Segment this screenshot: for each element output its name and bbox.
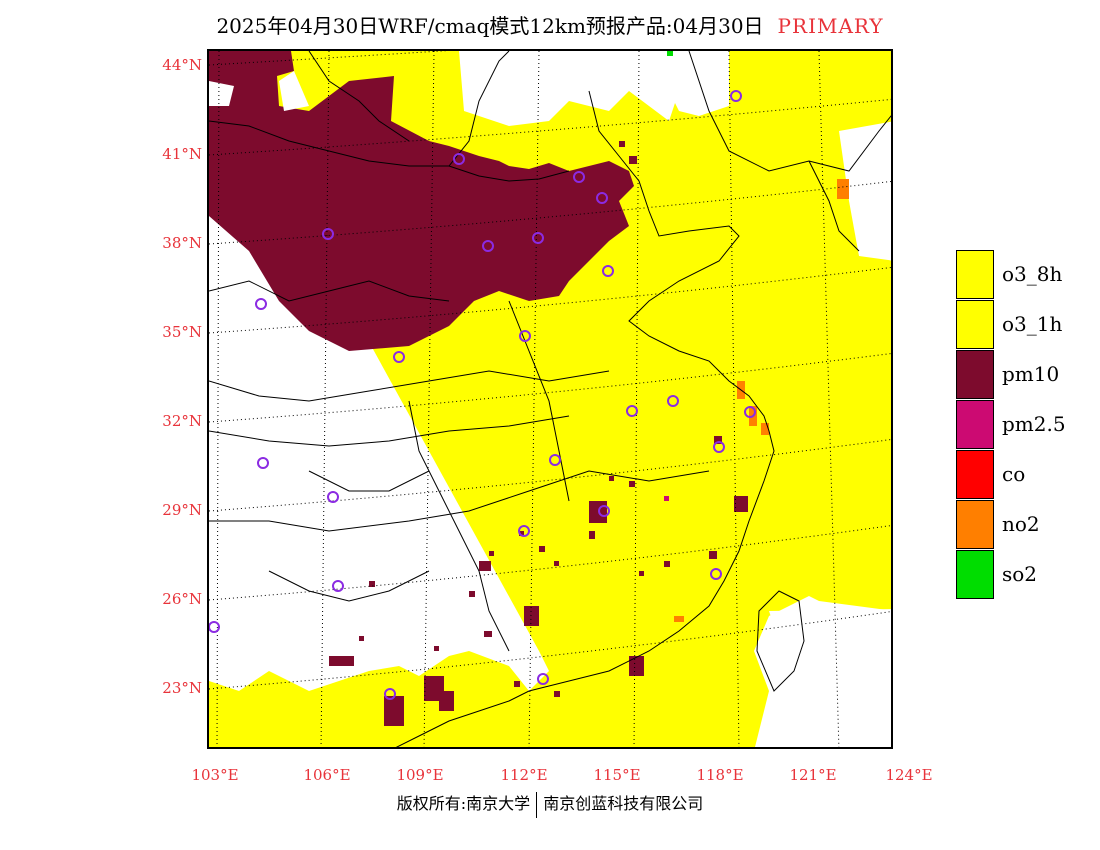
map-canvas: [209, 51, 891, 747]
no-data-patch: [839, 121, 891, 261]
legend-swatch: [956, 349, 994, 399]
lon-label-118: 118°E: [696, 766, 744, 784]
title-tag: PRIMARY: [777, 14, 884, 38]
legend-swatch: [956, 549, 994, 599]
map-title: 2025年04月30日WRF/cmaq模式12km预报产品:04月30日 PRIM…: [0, 10, 1100, 39]
legend-swatch: [956, 399, 994, 449]
legend-swatch: [956, 249, 994, 299]
lon-label-112: 112°E: [500, 766, 548, 784]
legend-label: o3_1h: [1002, 312, 1063, 336]
legend-item-pm25: pm2.5: [956, 399, 1066, 449]
no-data-patch: [769, 609, 891, 747]
credit-divider: [536, 791, 538, 818]
so2-patch: [667, 51, 673, 56]
lat-label-29: 29°N: [162, 501, 202, 519]
no-data-patch: [649, 51, 729, 116]
credit-left: 版权所有:南京大学: [396, 794, 531, 813]
pm10-patches: [329, 141, 748, 726]
pollutant-map: [207, 49, 893, 749]
station-markers: [209, 90, 756, 700]
legend-swatch: [956, 449, 994, 499]
legend-label: pm10: [1002, 362, 1060, 386]
lon-label-109: 109°E: [396, 766, 444, 784]
legend-label: pm2.5: [1002, 412, 1066, 436]
legend-swatch: [956, 499, 994, 549]
legend-item-o3-1h: o3_1h: [956, 299, 1066, 349]
graticule: [209, 51, 891, 747]
legend-label: co: [1002, 462, 1026, 486]
lon-label-121: 121°E: [789, 766, 837, 784]
legend-swatch: [956, 299, 994, 349]
lat-label-26: 26°N: [162, 590, 202, 608]
lat-label-23: 23°N: [162, 679, 202, 697]
legend-label: so2: [1002, 562, 1038, 586]
lon-label-124: 124°E: [885, 766, 933, 784]
lat-label-44: 44°N: [162, 56, 202, 74]
legend-label: o3_8h: [1002, 262, 1063, 286]
title-main: 2025年04月30日WRF/cmaq模式12km预报产品:04月30日: [216, 14, 764, 38]
lon-label-103: 103°E: [191, 766, 239, 784]
legend-item-no2: no2: [956, 499, 1066, 549]
lat-label-38: 38°N: [162, 234, 202, 252]
lat-label-35: 35°N: [162, 323, 202, 341]
credit-right: 南京创蓝科技有限公司: [543, 794, 704, 813]
legend-item-so2: so2: [956, 549, 1066, 599]
copyright-credit: 版权所有:南京大学 南京创蓝科技有限公司: [0, 790, 1100, 818]
legend-item-pm10: pm10: [956, 349, 1066, 399]
no-data-patch: [209, 81, 234, 106]
legend-item-o3-8h: o3_8h: [956, 249, 1066, 299]
legend-label: no2: [1002, 512, 1040, 536]
lon-label-115: 115°E: [593, 766, 641, 784]
no-data-patch: [279, 71, 309, 111]
lat-label-32: 32°N: [162, 412, 202, 430]
lat-label-41: 41°N: [162, 145, 202, 163]
legend-item-co: co: [956, 449, 1066, 499]
pm10-region: [209, 51, 634, 351]
pm25-patch: [664, 496, 669, 501]
legend: o3_8h o3_1h pm10 pm2.5 co no2 so2: [956, 249, 1066, 599]
lon-label-106: 106°E: [303, 766, 351, 784]
boundary-lines: [209, 51, 891, 747]
